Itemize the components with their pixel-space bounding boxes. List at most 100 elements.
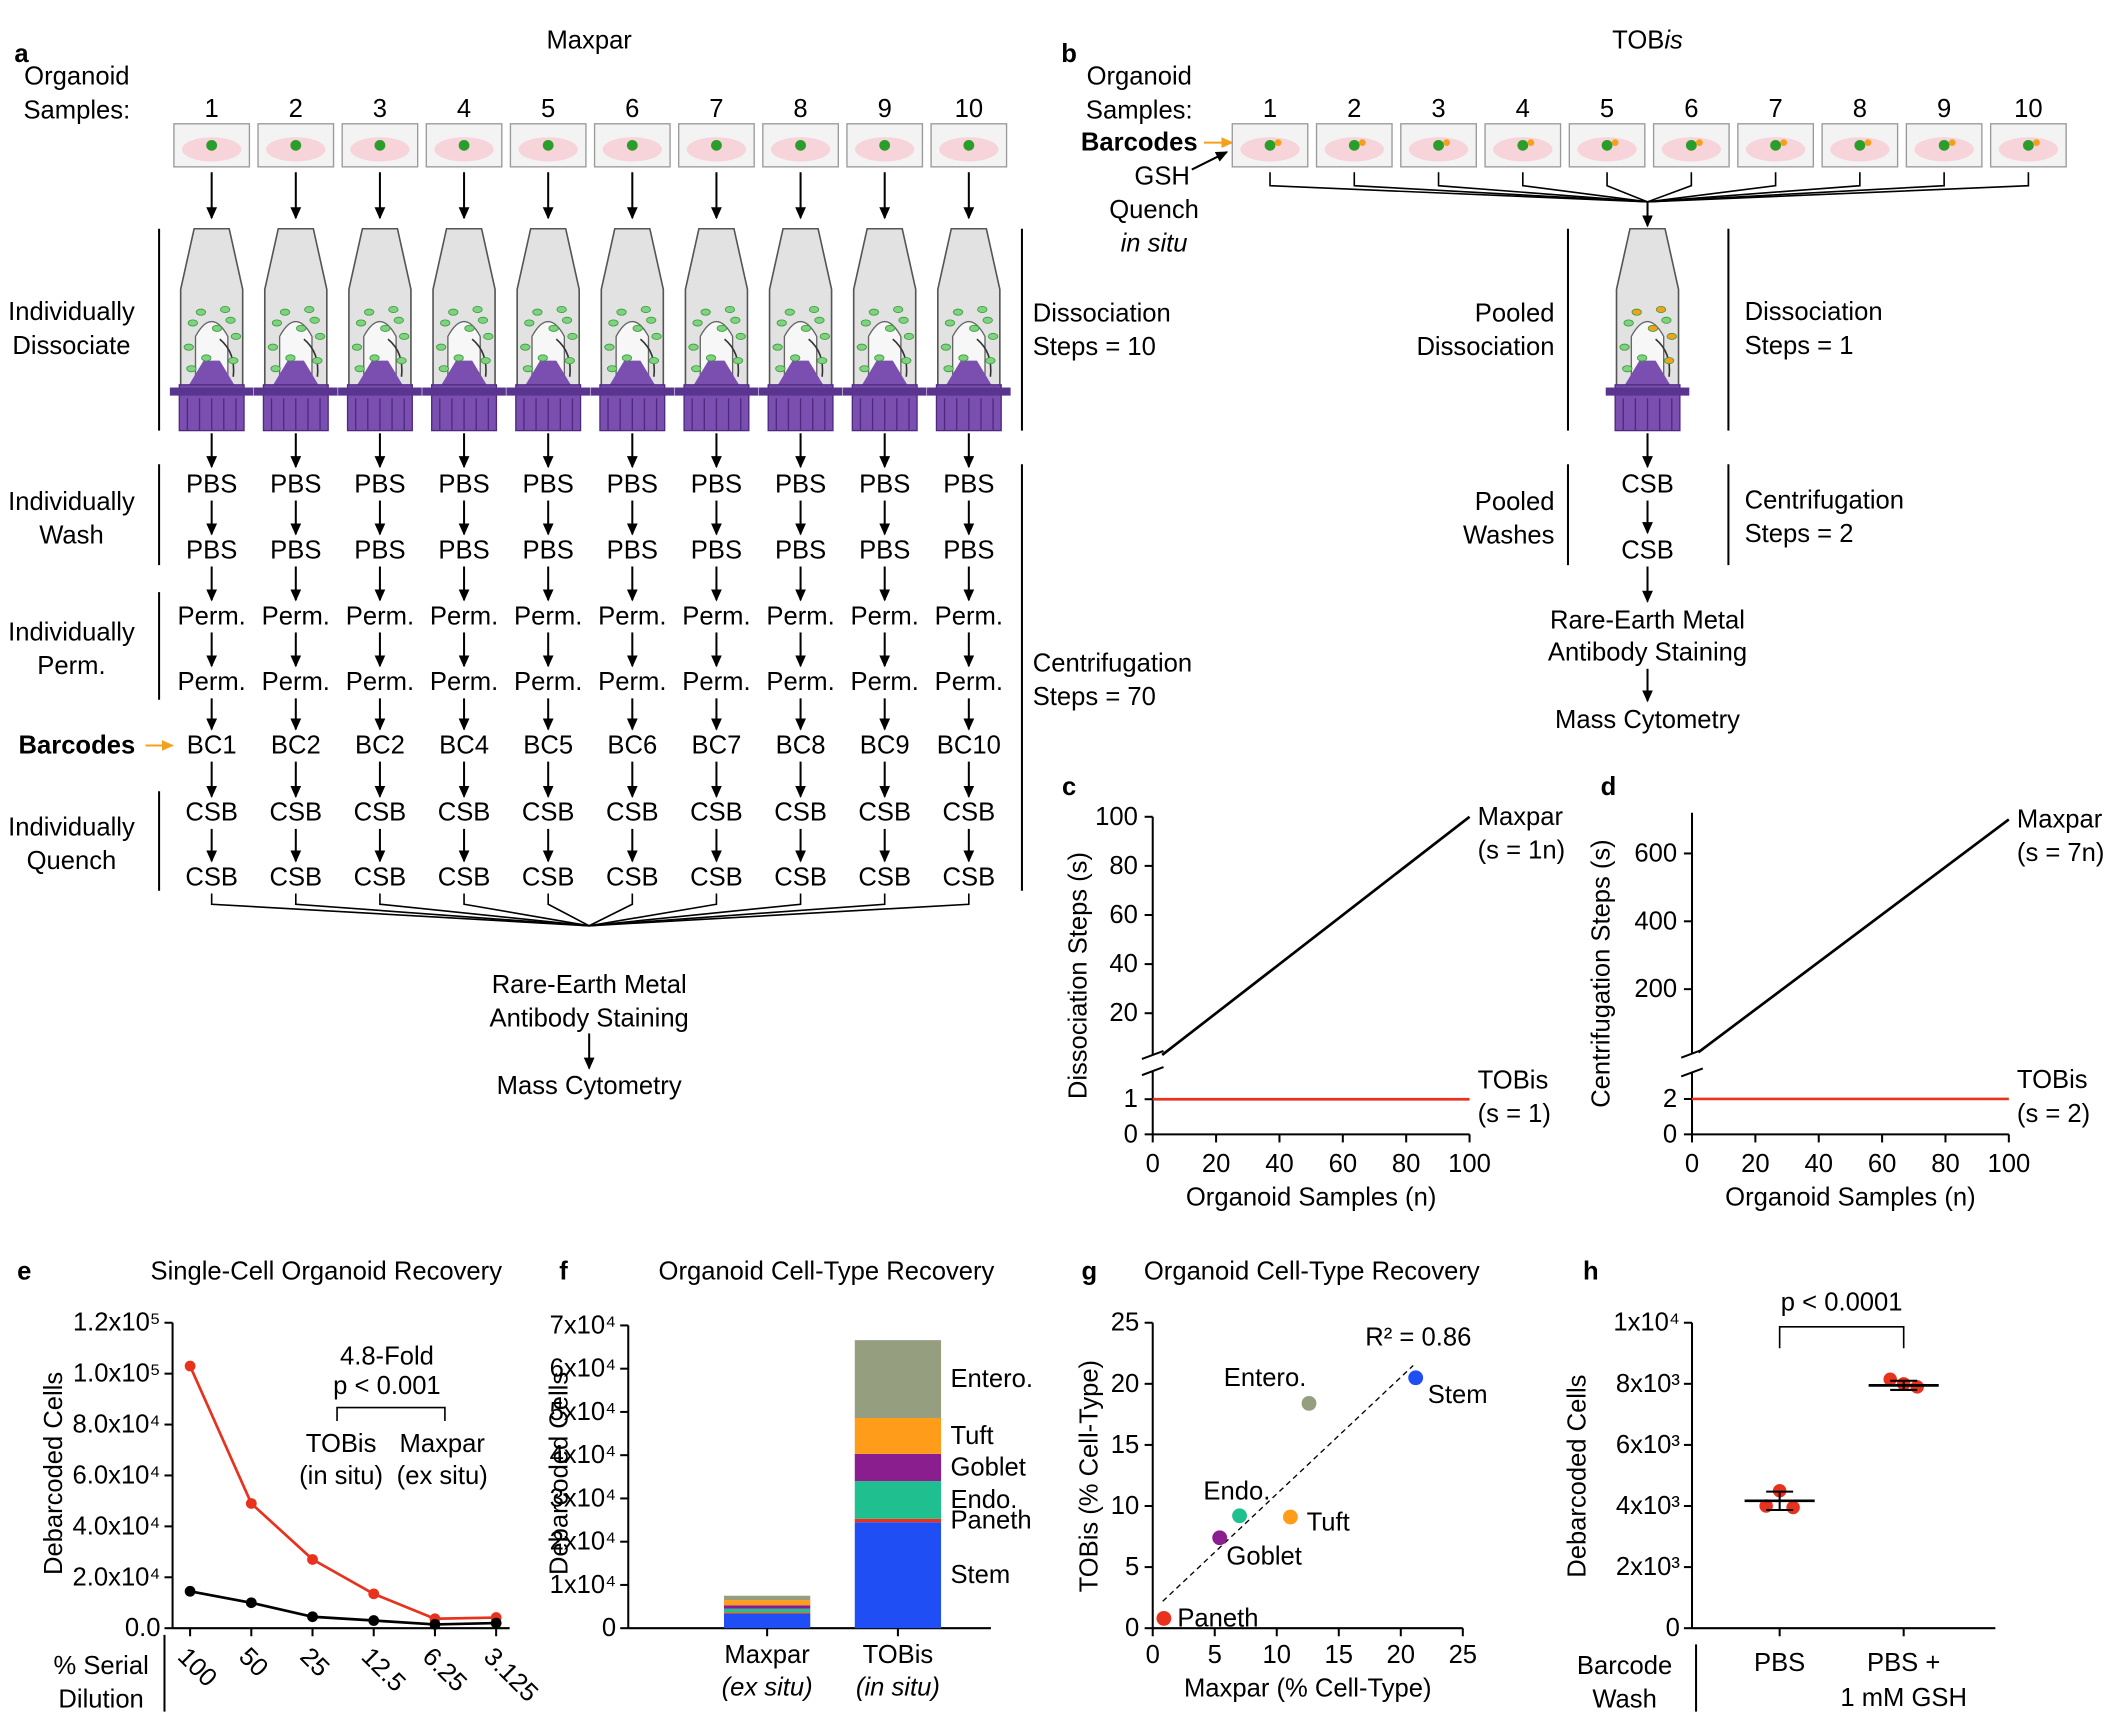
step: CSB: [858, 799, 911, 827]
step: Perm.: [851, 668, 919, 696]
panel-letter: a: [14, 40, 29, 68]
cell: [355, 319, 367, 327]
label: Quench: [27, 847, 117, 875]
cell: [483, 332, 494, 340]
label: 8: [1853, 95, 1867, 123]
step: CSB: [774, 863, 827, 891]
merge-line: [1269, 172, 1648, 203]
series-label: TOBis: [1478, 1066, 1549, 1094]
cell: [958, 354, 969, 362]
label: 3: [373, 95, 387, 123]
label: Dissociation: [1745, 298, 1883, 326]
point: [184, 1360, 196, 1372]
point-label: Endo.: [1203, 1478, 1270, 1506]
label: Mass Cytometry: [1555, 706, 1740, 734]
cell: [604, 343, 615, 351]
cell: [480, 357, 491, 365]
cell: [646, 316, 657, 324]
y-tick-label: 200: [1634, 975, 1677, 1003]
cell: [800, 324, 812, 332]
x-tick-label: 5: [1208, 1641, 1222, 1669]
x-tick-label: 20: [1741, 1150, 1769, 1178]
label: 6: [1684, 95, 1698, 123]
label: Steps = 2: [1745, 520, 1854, 548]
x-tick-note: (in situ): [856, 1673, 940, 1701]
y-tick-label: 5x10⁴: [550, 1398, 617, 1426]
y-tick-label: 400: [1634, 907, 1677, 935]
tube-rotor: [1623, 360, 1672, 388]
cell: [616, 308, 627, 316]
cell: [940, 343, 952, 351]
cell: [817, 357, 828, 365]
y-tick-label: 1x10⁴: [550, 1571, 617, 1599]
step: CSB: [522, 799, 575, 827]
merge-line: [1353, 172, 1648, 203]
series-note: (in situ): [299, 1462, 383, 1490]
bracket: [1778, 1325, 1905, 1349]
step: CSB: [606, 863, 659, 891]
point: [184, 1585, 196, 1597]
y-tick-label: 0.0: [125, 1614, 161, 1642]
label: GSH: [1134, 162, 1189, 190]
label: 4: [1516, 95, 1530, 123]
barcode-dot: [1611, 139, 1619, 146]
step: Perm.: [346, 668, 414, 696]
step: Perm.: [262, 602, 330, 630]
panel-letter: h: [1583, 1258, 1599, 1286]
label: 1: [1263, 95, 1277, 123]
cell: [309, 316, 320, 324]
tube-rotor: [944, 360, 994, 388]
segment-label: Stem: [950, 1561, 1010, 1589]
label: 7: [709, 95, 723, 123]
series-line: [1697, 818, 2010, 1054]
segment-label: Tuft: [950, 1422, 993, 1450]
y-axis-label: TOBis (% Cell-Type): [1075, 1360, 1103, 1592]
label: 2: [289, 95, 303, 123]
tube-cap-rim: [338, 387, 422, 396]
x-tick-label: TOBis: [863, 1641, 934, 1669]
label: Antibody Staining: [490, 1005, 689, 1033]
point: [307, 1611, 318, 1623]
cell: [700, 308, 711, 316]
tube-blade: [387, 338, 403, 377]
bar-segment: [854, 1481, 942, 1519]
cell: [388, 305, 399, 313]
cell: [183, 343, 194, 351]
series-label: Maxpar: [1478, 803, 1564, 831]
label: 9: [1937, 95, 1951, 123]
y-tick-label: 20: [1109, 999, 1137, 1027]
y-tick-label: 2x10³: [1616, 1553, 1681, 1581]
cell: [621, 354, 633, 362]
point: [490, 1617, 502, 1629]
barcode: BC8: [776, 731, 826, 759]
x-tick-label: 1 mM GSH: [1840, 1684, 1967, 1712]
point: [245, 1498, 257, 1509]
merge-line: [589, 893, 970, 927]
label: Samples:: [1086, 96, 1193, 124]
tube-cap-rim: [169, 387, 254, 396]
step: CSB: [606, 799, 659, 827]
x-tick-label: 0: [1146, 1641, 1160, 1669]
chart-title: Organoid Cell-Type Recovery: [659, 1258, 995, 1286]
cell: [705, 354, 717, 362]
x-tick-label: 40: [1805, 1150, 1833, 1178]
cell: [1637, 354, 1648, 362]
step: Perm.: [598, 668, 666, 696]
bar-segment: [723, 1612, 811, 1614]
label: Centrifugation: [1033, 649, 1192, 677]
merge-line: [588, 893, 634, 927]
x-tick-label: 3.125: [478, 1643, 543, 1708]
organoid: [1517, 139, 1529, 151]
step: CSB: [438, 799, 491, 827]
cell: [732, 357, 744, 365]
bar-segment: [723, 1605, 811, 1609]
cell: [790, 354, 801, 362]
cell: [364, 308, 375, 316]
label: 5: [541, 95, 555, 123]
x-tick-label: PBS: [1754, 1649, 1805, 1677]
organoid: [206, 139, 218, 151]
step: PBS: [186, 470, 237, 498]
merge-line: [379, 893, 590, 927]
step: PBS: [354, 470, 405, 498]
